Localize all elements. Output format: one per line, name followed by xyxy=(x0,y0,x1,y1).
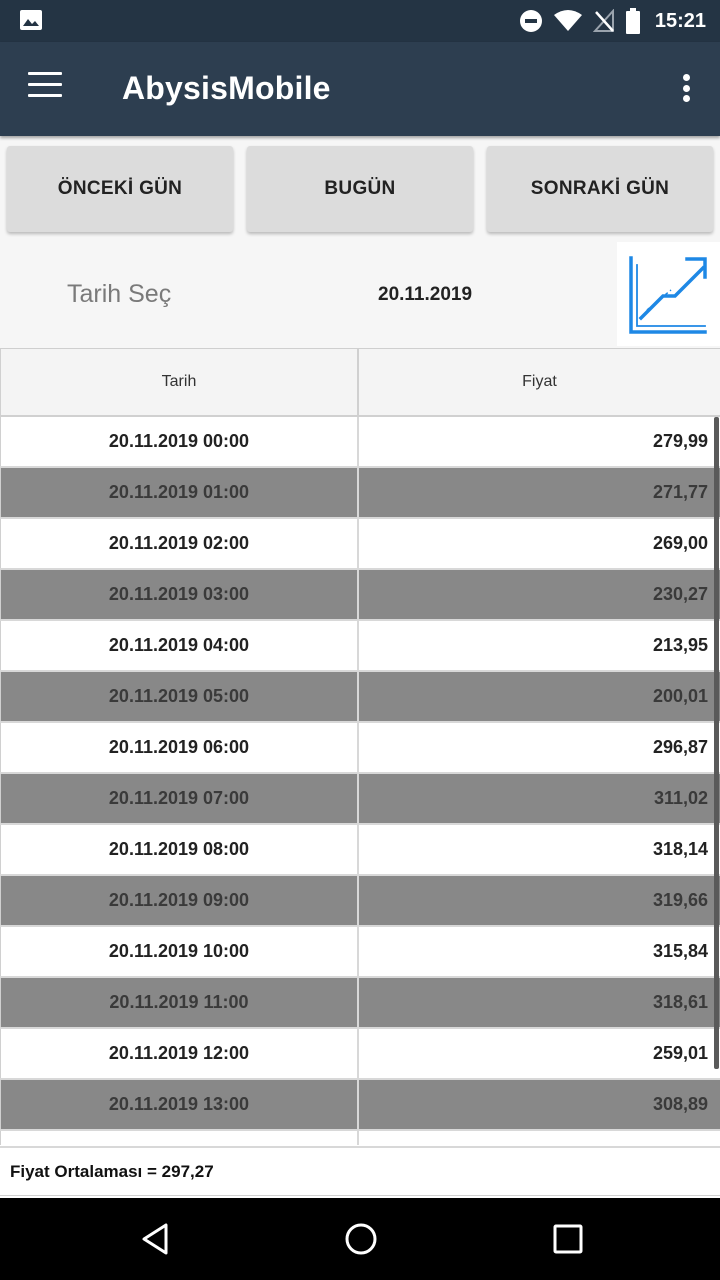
row-price: 269,00 xyxy=(652,533,708,553)
clock: 15:21 xyxy=(654,9,706,32)
app-title: AbysisMobile xyxy=(122,70,331,106)
column-header-price[interactable]: Fiyat xyxy=(522,373,557,390)
row-date: 20.11.2019 09:00 xyxy=(0,876,359,925)
recent-apps-icon[interactable] xyxy=(548,1219,588,1259)
table-row[interactable]: 20.11.2019 12:00 259,01 xyxy=(0,1029,720,1080)
row-date: 20.11.2019 04:00 xyxy=(0,621,359,670)
row-price: 213,95 xyxy=(652,635,708,655)
row-date: 20.11.2019 13:00 xyxy=(0,1080,359,1129)
row-price: 318,14 xyxy=(652,839,708,859)
table-row[interactable]: 20.11.2019 05:00 200,01 xyxy=(0,672,720,723)
home-icon[interactable] xyxy=(341,1219,381,1259)
table-row[interactable]: 20.11.2019 02:00 269,00 xyxy=(0,519,720,570)
more-vert-icon[interactable] xyxy=(674,70,698,106)
table-scrollbar[interactable] xyxy=(714,417,719,1069)
table-row[interactable]: 20.11.2019 13:00 308,89 xyxy=(0,1080,720,1131)
table-row[interactable]: 20.11.2019 11:00 318,61 xyxy=(0,978,720,1029)
row-date: 20.11.2019 10:00 xyxy=(0,927,359,976)
row-date xyxy=(0,1131,359,1145)
day-navigation: ÖNCEKİ GÜN BUGÜN SONRAKİ GÜN xyxy=(0,136,720,240)
row-date: 20.11.2019 08:00 xyxy=(0,825,359,874)
row-date: 20.11.2019 11:00 xyxy=(0,978,359,1027)
row-date: 20.11.2019 01:00 xyxy=(0,468,359,517)
row-price: 311,02 xyxy=(653,788,708,808)
row-price: 308,89 xyxy=(652,1094,708,1114)
row-price: 259,01 xyxy=(652,1043,708,1063)
row-date: 20.11.2019 03:00 xyxy=(0,570,359,619)
table-row[interactable]: 20.11.2019 08:00 318,14 xyxy=(0,825,720,876)
row-date: 20.11.2019 06:00 xyxy=(0,723,359,772)
row-price: 230,27 xyxy=(652,584,708,604)
image-icon xyxy=(20,10,42,30)
status-bar: 15:21 xyxy=(0,0,720,42)
date-picker-label: Tarih Seç xyxy=(67,280,172,308)
row-price: 271,77 xyxy=(652,482,708,502)
column-header-date[interactable]: Tarih xyxy=(0,349,359,415)
table-row[interactable] xyxy=(0,1131,720,1145)
wifi-icon xyxy=(553,10,582,31)
previous-day-button[interactable]: ÖNCEKİ GÜN xyxy=(7,146,233,232)
table-header: Tarih Fiyat xyxy=(0,349,720,417)
row-date: 20.11.2019 00:00 xyxy=(0,417,359,466)
table-row[interactable]: 20.11.2019 09:00 319,66 xyxy=(0,876,720,927)
status-icons: 15:21 xyxy=(519,0,706,42)
table-body: 20.11.2019 00:00 279,99 20.11.2019 01:00… xyxy=(0,417,720,1145)
row-date: 20.11.2019 02:00 xyxy=(0,519,359,568)
no-signal-icon xyxy=(592,9,614,32)
line-chart-icon xyxy=(629,256,707,334)
hamburger-menu-icon[interactable] xyxy=(28,72,64,104)
table-row[interactable]: 20.11.2019 06:00 296,87 xyxy=(0,723,720,774)
row-price: 279,99 xyxy=(652,431,708,451)
table-row[interactable]: 20.11.2019 10:00 315,84 xyxy=(0,927,720,978)
row-date: 20.11.2019 07:00 xyxy=(0,774,359,823)
table-row[interactable]: 20.11.2019 04:00 213,95 xyxy=(0,621,720,672)
date-picker-row: Tarih Seç 20.11.2019 xyxy=(0,240,720,348)
table-row[interactable]: 20.11.2019 07:00 311,02 xyxy=(0,774,720,825)
app-bar: AbysisMobile xyxy=(0,42,720,136)
selected-date[interactable]: 20.11.2019 xyxy=(378,284,473,305)
row-price: 318,61 xyxy=(652,992,708,1012)
row-price: 200,01 xyxy=(652,686,708,706)
row-price: 296,87 xyxy=(652,737,708,757)
today-button[interactable]: BUGÜN xyxy=(247,146,473,232)
row-price: 319,66 xyxy=(652,890,708,910)
battery-icon xyxy=(625,8,640,34)
row-date: 20.11.2019 12:00 xyxy=(0,1029,359,1078)
price-table: Tarih Fiyat 20.11.2019 00:00 279,99 20.1… xyxy=(0,348,720,1198)
chart-button[interactable] xyxy=(617,242,720,346)
row-price: 315,84 xyxy=(652,941,708,961)
next-day-button[interactable]: SONRAKİ GÜN xyxy=(487,146,713,232)
system-nav-bar xyxy=(0,1198,720,1280)
dnd-icon xyxy=(519,10,542,32)
row-price xyxy=(359,1131,720,1145)
row-date: 20.11.2019 05:00 xyxy=(0,672,359,721)
table-row[interactable]: 20.11.2019 00:00 279,99 xyxy=(0,417,720,468)
back-icon[interactable] xyxy=(136,1219,176,1259)
table-row[interactable]: 20.11.2019 03:00 230,27 xyxy=(0,570,720,621)
price-average: Fiyat Ortalaması = 297,27 xyxy=(0,1146,720,1196)
table-row[interactable]: 20.11.2019 01:00 271,77 xyxy=(0,468,720,519)
